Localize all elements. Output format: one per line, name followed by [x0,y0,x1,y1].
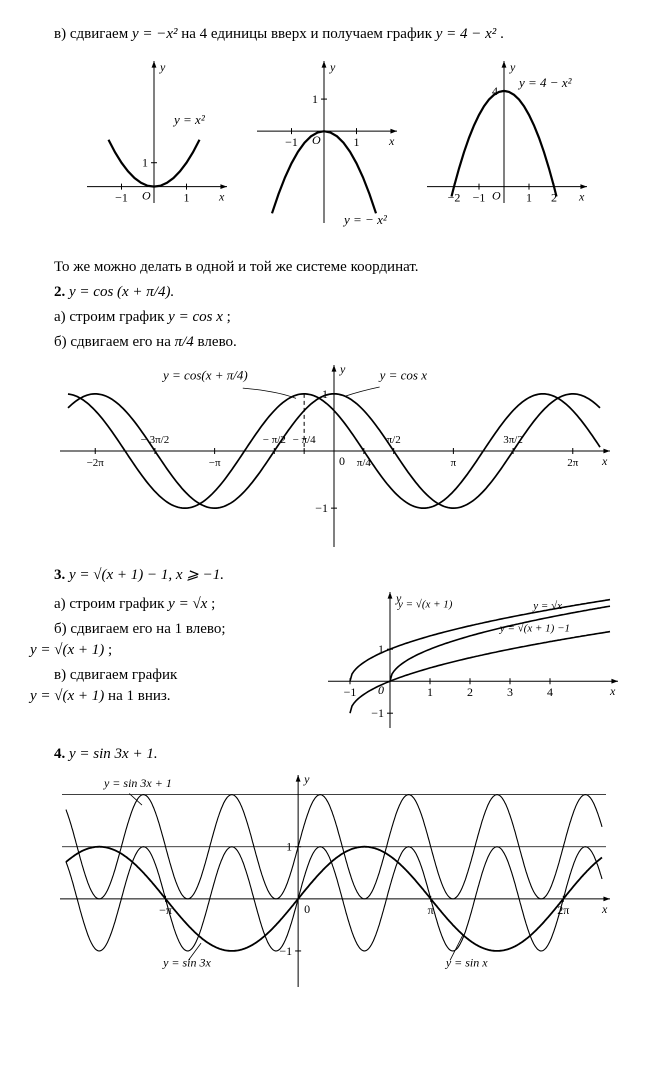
item-number: 2. [54,284,65,300]
item-number: 4. [54,746,65,762]
formula: y = cos (x + π/4). [69,284,174,300]
chart-sqrt: xy0−11234−11y = √xy = √(x + 1)y = √(x + … [320,590,620,740]
svg-text:x: x [601,454,608,468]
svg-text:y = sin 3x: y = sin 3x [162,956,211,970]
svg-text:2π: 2π [567,457,579,469]
svg-text:−1: −1 [344,685,357,699]
chart-y-eq-x2: x y O −1 1 1 y = x² [79,59,229,239]
text: ; [227,309,231,325]
svg-text:−2: −2 [448,191,461,205]
svg-text:y = √(x + 1) −1: y = √(x + 1) −1 [499,623,570,635]
svg-text:y = 4 − x²: y = 4 − x² [517,75,573,90]
text: ; [108,642,112,658]
chart-y-eq-neg-x2: xyO−111y = − x² [249,59,399,239]
text: а) строим график [54,309,168,325]
svg-text:y: y [339,362,346,376]
text: в) сдвигаем график [54,667,177,683]
svg-text:1: 1 [142,156,148,170]
svg-text:−1: −1 [371,706,384,720]
text: влево. [198,334,237,350]
formula: y = √(x + 1) [30,688,104,704]
svg-text:O: O [492,189,501,203]
text: а) строим график [54,596,168,612]
svg-text:1: 1 [286,840,292,854]
text: . [500,26,504,42]
svg-text:y: y [303,772,310,786]
svg-text:y = cos(x + π/4): y = cos(x + π/4) [161,368,248,383]
formula: y = √(x + 1) − 1, x ⩾ −1. [69,567,224,583]
svg-text:−1: −1 [115,191,128,205]
svg-text:1: 1 [312,92,318,106]
text: на 1 вниз. [108,688,171,704]
svg-text:−2π: −2π [87,457,105,469]
text: ; [211,596,215,612]
svg-text:O: O [142,189,151,203]
para-same-system: То же можно делать в одной и той же сист… [30,257,638,278]
svg-text:0: 0 [339,454,345,468]
svg-text:y: y [329,60,336,74]
item-3c: в) сдвигаем график y = √(x + 1) на 1 вни… [30,665,310,707]
svg-text:y = cos x: y = cos x [378,368,428,383]
svg-text:π: π [451,457,457,469]
svg-text:y = √(x + 1): y = √(x + 1) [397,599,453,611]
formula: y = cos x [168,309,223,325]
formula: y = √(x + 1) [30,642,104,658]
item-3a: а) строим график y = √x ; [30,594,310,615]
svg-text:1: 1 [184,191,190,205]
svg-text:−1: −1 [315,501,328,515]
text: в) сдвигаем [54,26,132,42]
svg-text:2: 2 [467,685,473,699]
text: на 4 единицы вверх и получаем график [181,26,436,42]
svg-text:3: 3 [507,685,513,699]
sqrt-section: а) строим график y = √x ; б) сдвигаем ег… [30,590,638,740]
svg-text:x: x [601,902,608,916]
item-number: 3. [54,567,65,583]
formula: π/4 [175,334,194,350]
svg-text:−1: −1 [279,944,292,958]
svg-text:x: x [578,190,585,204]
chart-y-eq-4-minus-x2: xyO−2−1124y = 4 − x² [419,59,589,239]
svg-text:x: x [609,684,616,698]
svg-text:y = √x: y = √x [532,600,562,612]
svg-text:1: 1 [526,191,532,205]
svg-text:−π: −π [209,457,221,469]
text: б) сдвигаем его на 1 влево; [54,621,226,637]
formula: y = √x [168,596,207,612]
text: б) сдвигаем его на [54,334,175,350]
svg-text:1: 1 [354,135,360,149]
svg-text:1: 1 [427,685,433,699]
svg-text:−1: −1 [473,191,486,205]
item-2b: б) сдвигаем его на π/4 влево. [30,332,638,353]
formula: y = sin 3x + 1. [69,746,158,762]
item-3-head: 3. y = √(x + 1) − 1, x ⩾ −1. [30,565,638,586]
item-2-head: 2. y = cos (x + π/4). [30,282,638,303]
svg-text:1: 1 [322,387,328,401]
formula: y = 4 − x² [436,26,497,42]
svg-text:y = − x²: y = − x² [342,212,388,227]
formula: y = −x² [132,26,178,42]
svg-text:y = sin 3x + 1: y = sin 3x + 1 [103,776,172,790]
svg-text:y: y [159,60,166,74]
svg-text:x: x [218,190,225,204]
svg-text:y = x²: y = x² [172,112,206,127]
chart-sin: xy0−ππ2π−11y = sin 3x + 1y = sin 3xy = s… [54,771,614,991]
svg-text:−1: −1 [285,135,298,149]
chart-cos: xy−2π− 3π/2−π− π/2− π/4π/4π/2π3π/22π−110… [54,361,614,551]
svg-text:4: 4 [547,685,553,699]
svg-text:x: x [388,134,395,148]
svg-text:0: 0 [304,902,310,916]
item-3b: б) сдвигаем его на 1 влево; y = √(x + 1)… [30,619,310,661]
para-v: в) сдвигаем y = −x² на 4 единицы вверх и… [30,24,638,45]
item-2a: а) строим график y = cos x ; [30,307,638,328]
svg-text:y: y [509,60,516,74]
parabola-charts-row: xyO−111y = x² xyO−111y = − x² xyO−2−1124… [30,59,638,239]
text: То же можно делать в одной и той же сист… [54,259,419,275]
item-4-head: 4. y = sin 3x + 1. [30,744,638,765]
